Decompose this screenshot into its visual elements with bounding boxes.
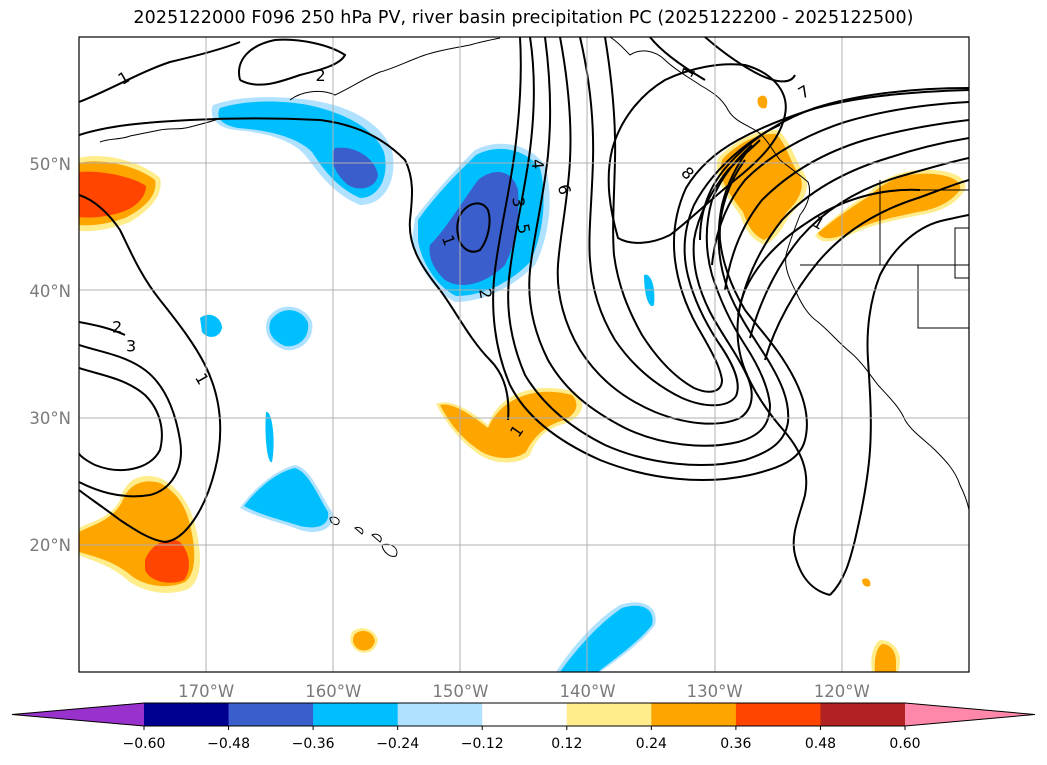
colorbar-over-arrow (905, 703, 1035, 726)
colorbar-swatch (735, 703, 821, 726)
colorbar-tick-label: 0.48 (805, 736, 836, 752)
precip-positive-area (874, 644, 896, 672)
lon-tick-label: 150°W (432, 682, 488, 701)
colorbar-swatch (228, 703, 314, 726)
pv-contour-label: 2 (475, 287, 495, 300)
pv-contour-label-text: 5 (513, 222, 533, 235)
colorbar-tick-label: −0.48 (207, 736, 250, 752)
pv-contour-label-text: 6 (554, 182, 575, 197)
pv-contour-label-text: 2 (112, 318, 122, 337)
latitude-labels: 50°N 40°N 30°N 20°N (29, 155, 71, 555)
colorbar-swatch (566, 703, 652, 726)
precip-positive-area (79, 171, 146, 218)
lon-tick-label: 140°W (560, 682, 616, 701)
map-frame (78, 36, 970, 673)
colorbar-tick-label: 0.12 (551, 736, 582, 752)
pv-contour-label: 4 (528, 158, 548, 170)
precip-positive-area (862, 578, 871, 587)
precip-negative-area (332, 147, 378, 189)
chart-title: 2025122000 F096 250 hPa PV, river basin … (133, 8, 914, 28)
precip-positive-area (440, 391, 577, 458)
pv-contour-label: 6 (554, 182, 575, 197)
precip-negative-area (269, 310, 309, 347)
precip-positive-area (145, 539, 189, 583)
pv-contour-label-text: 2 (315, 66, 325, 85)
precip-positive-area (757, 95, 768, 109)
colorbar-tick-label: −0.60 (123, 736, 166, 752)
lat-tick-label: 40°N (29, 282, 71, 301)
lon-tick-label: 170°W (178, 682, 234, 701)
pv-contour-label: 5 (513, 222, 533, 235)
pv-contour-label: 3 (509, 196, 529, 208)
lon-tick-label: 130°W (687, 682, 743, 701)
colorbar-tick-label: −0.24 (376, 736, 419, 752)
pv-contour-label-text: 4 (528, 158, 548, 170)
colorbar-under-arrow (12, 703, 144, 726)
precip-negative-area (244, 468, 329, 528)
colorbar-tick-label: 0.36 (720, 736, 751, 752)
pv-contour-label: 3 (126, 337, 136, 356)
lon-tick-label: 120°W (814, 682, 870, 701)
pv-contour-label-text: 3 (509, 196, 529, 208)
pv-contour-label-text: 2 (475, 287, 495, 300)
pv-contour-label: 2 (112, 318, 122, 337)
colorbar-tick-label: −0.12 (461, 736, 504, 752)
colorbar-tick-label: −0.36 (292, 736, 335, 752)
precip-positive-area (352, 630, 375, 651)
pv-contour-label: 2 (315, 66, 325, 85)
colorbar-tick-label: 0.60 (889, 736, 920, 752)
colorbar-swatch (144, 703, 230, 726)
colorbar-swatch (397, 703, 483, 726)
precip-negative-area (560, 605, 653, 672)
pv-contour-label-text: 3 (126, 337, 136, 356)
precip-negative-area (265, 411, 274, 463)
longitude-labels: 170°W 160°W 150°W 140°W 130°W 120°W (178, 682, 870, 701)
colorbar: −0.60 −0.48 −0.36 −0.24 −0.12 0.12 0.24 0.36 0.4… (11, 702, 1036, 752)
lat-tick-label: 50°N (29, 155, 71, 174)
colorbar-tick-label: 0.24 (636, 736, 667, 752)
colorbar-swatch (482, 703, 568, 726)
gridlines (79, 37, 969, 672)
lon-tick-label: 160°W (305, 682, 361, 701)
lat-tick-label: 20°N (29, 536, 71, 555)
lat-tick-label: 30°N (29, 409, 71, 428)
pv-contours (79, 37, 969, 596)
colorbar-swatch (820, 703, 906, 726)
colorbar-swatch (313, 703, 399, 726)
colorbar-swatch (651, 703, 737, 726)
